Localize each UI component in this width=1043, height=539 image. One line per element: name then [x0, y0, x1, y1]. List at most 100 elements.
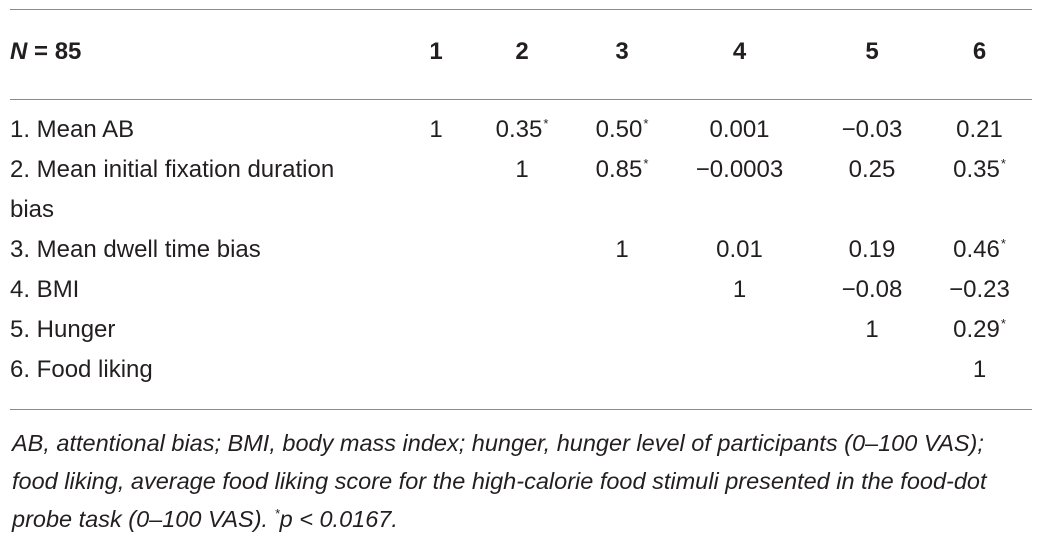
- cell-value: 0.35: [953, 156, 1000, 183]
- correlation-cell: [462, 350, 582, 390]
- correlation-cell: 0.19: [817, 230, 927, 270]
- cell-value: −0.03: [841, 116, 903, 143]
- correlation-cell: [582, 270, 662, 310]
- cell-value: −0.08: [841, 276, 903, 303]
- correlation-cell: [410, 350, 462, 390]
- empty-cell: [410, 190, 462, 230]
- empty-cell: [817, 190, 927, 230]
- table-row-continuation: bias: [10, 190, 1032, 230]
- cell-value: 1: [429, 116, 443, 143]
- table-bottom-rule: [10, 409, 1032, 410]
- cell-value: 1: [615, 236, 629, 263]
- row-label: 2. Mean initial fixation duration: [10, 156, 335, 183]
- cell-value: 0.25: [848, 156, 896, 183]
- row-label-continuation: bias: [10, 196, 55, 223]
- sample-size-header: N = 85: [10, 38, 82, 65]
- correlation-cell: 0.01: [662, 230, 817, 270]
- table-header-rule: [10, 99, 1032, 100]
- correlation-cell: [462, 230, 582, 270]
- correlation-cell: [462, 270, 582, 310]
- table-row: 1. Mean AB 1 0.35* 0.50* 0.001 −0.03 0.21: [10, 110, 1032, 150]
- correlation-cell: −0.08: [817, 270, 927, 310]
- significance-marker: *: [1000, 236, 1006, 251]
- significance-marker: *: [1000, 316, 1006, 331]
- table-row: 3. Mean dwell time bias 1 0.01 0.19 0.46*: [10, 230, 1032, 270]
- significance-marker: *: [643, 156, 649, 171]
- cell-value: 0.01: [716, 236, 763, 263]
- table-top-rule: [10, 9, 1032, 10]
- empty-cell: [927, 190, 1032, 230]
- empty-cell: [462, 190, 582, 230]
- correlation-cell: [462, 310, 582, 350]
- cell-value: 1: [972, 356, 987, 383]
- header-row: N = 85 1 2 3 4 5 6: [10, 30, 1032, 74]
- correlation-table: N = 85 1 2 3 4 5 6 1. Mean AB 1 0.35* 0.50*…: [10, 30, 1032, 390]
- correlation-cell: 0.46*: [927, 230, 1032, 270]
- cell-value: −0.0003: [695, 156, 784, 183]
- correlation-cell: 0.29*: [927, 310, 1032, 350]
- correlation-cell: 0.001: [662, 110, 817, 150]
- correlation-cell: 0.85*: [582, 150, 662, 190]
- column-header: 4: [732, 38, 747, 65]
- cell-value: 0.21: [956, 116, 1003, 143]
- footnote-significance-text: p < 0.0167.: [279, 506, 398, 532]
- cell-value: −0.23: [949, 276, 1010, 303]
- correlation-cell: 1: [410, 110, 462, 150]
- correlation-cell: 0.35*: [462, 110, 582, 150]
- significance-marker: *: [274, 506, 280, 522]
- correlation-cell: [662, 350, 817, 390]
- significance-marker: *: [543, 116, 549, 131]
- correlation-cell: 1: [817, 310, 927, 350]
- correlation-cell: 1: [927, 350, 1032, 390]
- empty-cell: [582, 190, 662, 230]
- cell-value: 0.19: [848, 236, 896, 263]
- row-label: 1. Mean AB: [10, 116, 135, 143]
- row-label: 3. Mean dwell time bias: [10, 236, 261, 263]
- correlation-cell: 0.21: [927, 110, 1032, 150]
- correlation-cell: [582, 350, 662, 390]
- column-header: 5: [865, 38, 879, 65]
- correlation-cell: −0.03: [817, 110, 927, 150]
- correlation-cell: [410, 150, 462, 190]
- correlation-cell: −0.0003: [662, 150, 817, 190]
- footnote-text: AB, attentional bias; BMI, body mass ind…: [12, 430, 987, 532]
- correlation-cell: 0.35*: [927, 150, 1032, 190]
- row-label: 4. BMI: [10, 276, 80, 303]
- cell-value: 0.35: [495, 116, 543, 143]
- cell-value: 1: [732, 276, 747, 303]
- table-row: 2. Mean initial fixation duration 1 0.85* −…: [10, 150, 1032, 190]
- column-header: 2: [515, 38, 529, 65]
- cell-value: 1: [515, 156, 529, 183]
- cell-value: 0.85: [595, 156, 643, 183]
- table-spacer: [10, 74, 1032, 110]
- column-header: 3: [615, 38, 629, 65]
- table-row: 6. Food liking 1: [10, 350, 1032, 390]
- row-label: 5. Hunger: [10, 316, 116, 343]
- correlation-cell: −0.23: [927, 270, 1032, 310]
- correlation-cell: [582, 310, 662, 350]
- significance-marker: *: [643, 116, 649, 131]
- cell-value: 0.001: [709, 116, 770, 143]
- table-row: 5. Hunger 1 0.29*: [10, 310, 1032, 350]
- correlation-cell: [410, 310, 462, 350]
- correlation-cell: 1: [662, 270, 817, 310]
- cell-value: 0.29: [953, 316, 1000, 343]
- column-header: 1: [429, 38, 443, 65]
- correlation-cell: 0.50*: [582, 110, 662, 150]
- significance-marker: *: [1000, 156, 1006, 171]
- correlation-cell: [410, 230, 462, 270]
- empty-cell: [662, 190, 817, 230]
- table-row: 4. BMI 1 −0.08 −0.23: [10, 270, 1032, 310]
- correlation-cell: [662, 310, 817, 350]
- table-footnote: AB, attentional bias; BMI, body mass ind…: [12, 424, 1030, 538]
- cell-value: 0.50: [595, 116, 643, 143]
- correlation-cell: [410, 270, 462, 310]
- cell-value: 0.46: [953, 236, 1000, 263]
- correlation-cell: [817, 350, 927, 390]
- correlation-cell: 1: [582, 230, 662, 270]
- column-header: 6: [972, 38, 987, 65]
- correlation-cell: 1: [462, 150, 582, 190]
- cell-value: 1: [865, 316, 879, 343]
- row-label: 6. Food liking: [10, 356, 153, 383]
- correlation-cell: 0.25: [817, 150, 927, 190]
